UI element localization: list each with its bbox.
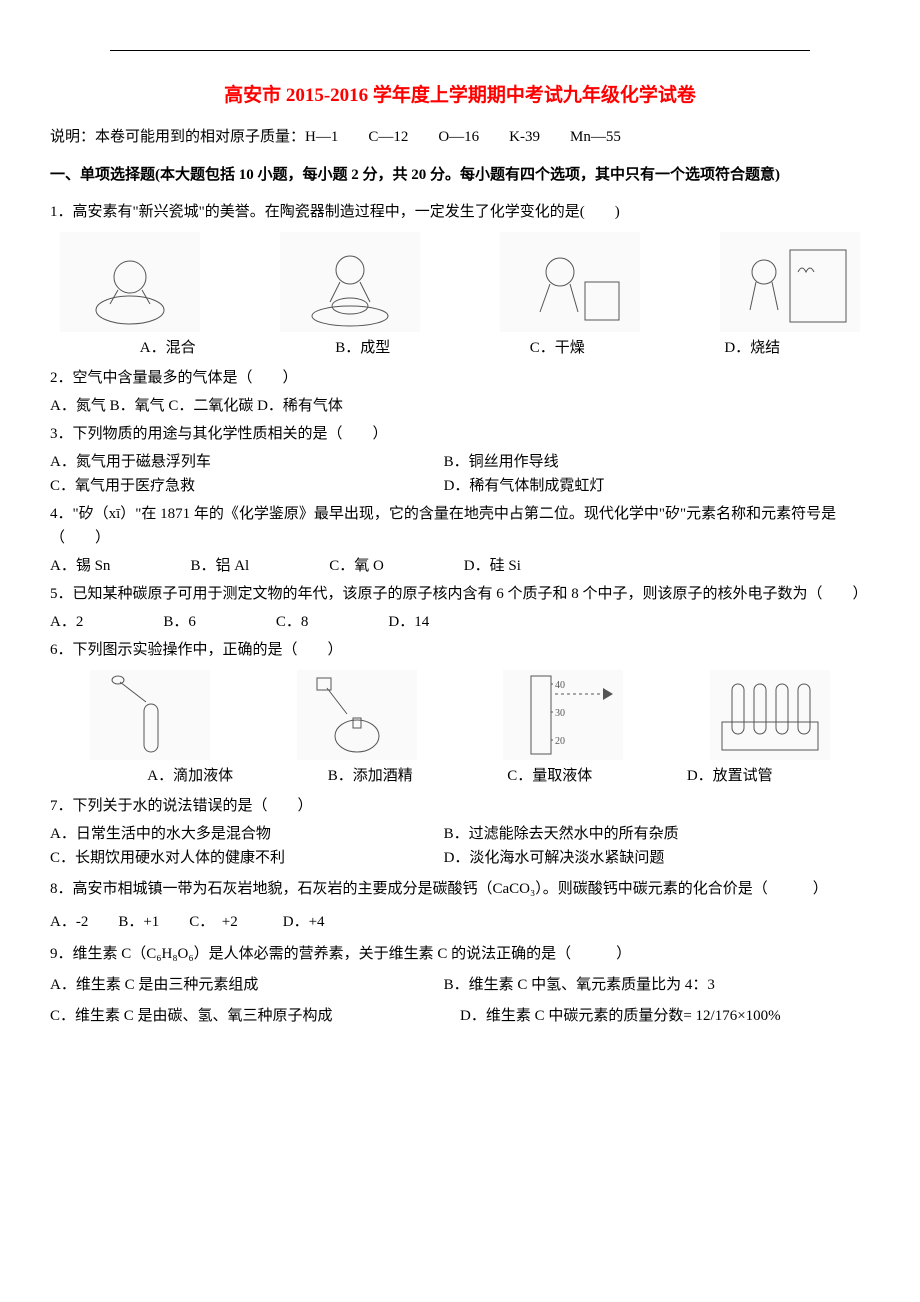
dry-icon [500, 232, 640, 332]
top-rule [110, 50, 810, 51]
q7-stem: 7．下列关于水的说法错误的是（ ） [50, 794, 870, 818]
dropper-icon [90, 670, 210, 760]
q4-opt-a: A．锡 Sn [50, 554, 110, 578]
q1-image-mix [60, 232, 200, 332]
q3-options-row1: A．氮气用于磁悬浮列车 B．铜丝用作导线 [50, 450, 870, 474]
q4-opt-b: B．铝 Al [190, 554, 249, 578]
q7-opt-d: D．淡化海水可解决淡水紧缺问题 [444, 846, 854, 870]
q3-stem: 3．下列物质的用途与其化学性质相关的是（ ） [50, 422, 870, 446]
q9-options-row2: C．维生素 C 是由碳、氢、氧三种原子构成 D．维生素 C 中碳元素的质量分数=… [50, 1001, 870, 1033]
q5-opt-d: D．14 [388, 610, 429, 634]
q7-options-row2: C．长期饮用硬水对人体的健康不利 D．淡化海水可解决淡水紧缺问题 [50, 846, 870, 870]
q5-opt-c: C．8 [276, 610, 309, 634]
q5-options: A．2 B．6 C．8 D．14 [50, 610, 870, 634]
q1-opt-a: A．混合 [140, 336, 196, 360]
q4-options: A．锡 Sn B．铝 Al C．氧 O D．硅 Si [50, 554, 870, 578]
q1-opt-c: C．干燥 [530, 336, 585, 360]
q4-opt-c: C．氧 O [329, 554, 384, 578]
mix-icon [60, 232, 200, 332]
q7-opt-c: C．长期饮用硬水对人体的健康不利 [50, 846, 444, 870]
q6-image-drop [90, 670, 210, 760]
q9-opt-c: C．维生素 C 是由碳、氢、氧三种原子构成 [50, 1001, 460, 1033]
q6-opt-c: C．量取液体 [507, 764, 592, 788]
svg-text:40: 40 [555, 680, 565, 691]
q6-image-alcohol [297, 670, 417, 760]
q1-image-sinter [720, 232, 860, 332]
atomic-mass-note: 说明：本卷可能用到的相对原子质量：H—1 C—12 O—16 K-39 Mn—5… [50, 125, 870, 149]
q1-stem: 1．高安素有"新兴瓷城"的美誉。在陶瓷器制造过程中，一定发生了化学变化的是( ) [50, 200, 870, 224]
svg-text:30: 30 [555, 708, 565, 719]
q5-stem: 5．已知某种碳原子可用于测定文物的年代，该原子的原子核内含有 6 个质子和 8 … [50, 582, 870, 606]
q9-opt-a: A．维生素 C 是由三种元素组成 [50, 970, 444, 1002]
svg-text:20: 20 [555, 736, 565, 747]
q6-stem: 6．下列图示实验操作中，正确的是（ ） [50, 638, 870, 662]
q1-opt-b: B．成型 [335, 336, 390, 360]
q1-options: A．混合 B．成型 C．干燥 D．烧结 [50, 336, 870, 360]
q3-opt-c: C．氧气用于医疗急救 [50, 474, 444, 498]
q6-images: 40 30 20 [50, 670, 870, 760]
q6-image-measure: 40 30 20 [503, 670, 623, 760]
q2-options: A．氮气 B．氧气 C．二氧化碳 D．稀有气体 [50, 394, 870, 418]
q3-opt-a: A．氮气用于磁悬浮列车 [50, 450, 444, 474]
q6-opt-a: A．滴加液体 [147, 764, 233, 788]
q2-stem: 2．空气中含量最多的气体是（ ） [50, 366, 870, 390]
q3-options-row2: C．氧气用于医疗急救 D．稀有气体制成霓虹灯 [50, 474, 870, 498]
q3-opt-b: B．铜丝用作导线 [444, 450, 854, 474]
q7-opt-a: A．日常生活中的水大多是混合物 [50, 822, 444, 846]
alcohol-lamp-icon [297, 670, 417, 760]
q1-images [50, 232, 870, 332]
q4-stem: 4．"矽（xī）"在 1871 年的《化学鉴原》最早出现，它的含量在地壳中占第二… [50, 502, 870, 550]
q7-opt-b: B．过滤能除去天然水中的所有杂质 [444, 822, 854, 846]
q6-image-rack [710, 670, 830, 760]
q1-opt-d: D．烧结 [724, 336, 780, 360]
q4-opt-d: D．硅 Si [464, 554, 521, 578]
q1-image-dry [500, 232, 640, 332]
q7-options-row1: A．日常生活中的水大多是混合物 B．过滤能除去天然水中的所有杂质 [50, 822, 870, 846]
section-1-heading: 一、单项选择题(本大题包括 10 小题，每小题 2 分，共 20 分。每小题有四… [50, 159, 870, 192]
q9-stem: 9．维生素 C（C₆H₈O₆）是人体必需的营养素，关于维生素 C 的说法正确的是… [50, 942, 870, 966]
q5-opt-b: B．6 [163, 610, 196, 634]
q1-image-shape [280, 232, 420, 332]
q8-options: A．-2 B．+1 C． +2 D．+4 [50, 910, 870, 934]
shape-icon [280, 232, 420, 332]
q8-stem: 8．高安市相城镇一带为石灰岩地貌，石灰岩的主要成分是碳酸钙（CaCO₃）。则碳酸… [50, 874, 870, 906]
cylinder-icon: 40 30 20 [503, 670, 623, 760]
q9-opt-d: D．维生素 C 中碳元素的质量分数= 12/176×100% [460, 1001, 870, 1033]
q6-opt-b: B．添加酒精 [328, 764, 413, 788]
q6-opt-d: D．放置试管 [687, 764, 773, 788]
q9-options-row1: A．维生素 C 是由三种元素组成 B．维生素 C 中氢、氧元素质量比为 4：3 [50, 970, 870, 1002]
q5-opt-a: A．2 [50, 610, 83, 634]
tube-rack-icon [710, 670, 830, 760]
document-title: 高安市 2015-2016 学年度上学期期中考试九年级化学试卷 [50, 81, 870, 111]
sinter-icon [720, 232, 860, 332]
q3-opt-d: D．稀有气体制成霓虹灯 [444, 474, 854, 498]
q9-opt-b: B．维生素 C 中氢、氧元素质量比为 4：3 [444, 970, 854, 1002]
q6-options: A．滴加液体 B．添加酒精 C．量取液体 D．放置试管 [50, 764, 870, 788]
